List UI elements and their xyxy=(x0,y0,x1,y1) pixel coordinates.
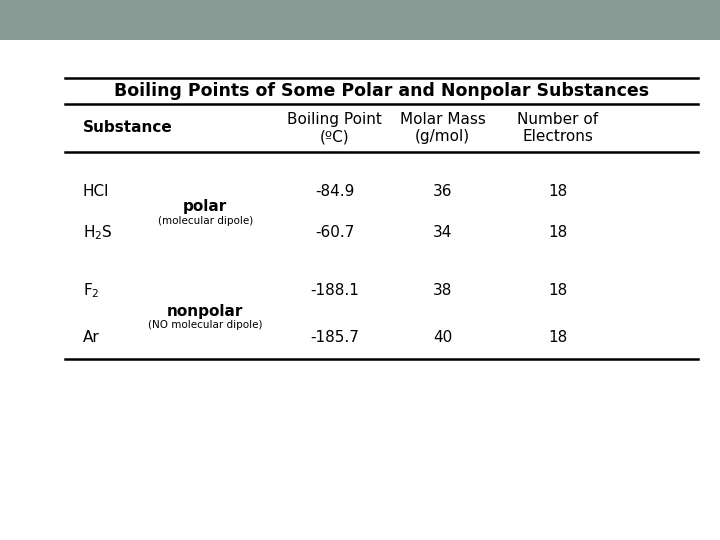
Text: 38: 38 xyxy=(433,283,452,298)
Text: 18: 18 xyxy=(549,184,567,199)
Text: 18: 18 xyxy=(549,225,567,240)
Text: HCl: HCl xyxy=(83,184,109,199)
Text: nonpolar: nonpolar xyxy=(167,303,243,319)
Text: F$_2$: F$_2$ xyxy=(83,281,99,300)
Text: Boiling Points of Some Polar and Nonpolar Substances: Boiling Points of Some Polar and Nonpola… xyxy=(114,82,649,100)
Text: -185.7: -185.7 xyxy=(310,330,359,345)
Text: -60.7: -60.7 xyxy=(315,225,354,240)
Text: (NO molecular dipole): (NO molecular dipole) xyxy=(148,320,263,330)
Text: polar: polar xyxy=(183,199,228,214)
Text: H$_2$S: H$_2$S xyxy=(83,223,112,241)
Text: 36: 36 xyxy=(433,184,453,199)
Text: 18: 18 xyxy=(549,283,567,298)
Text: 34: 34 xyxy=(433,225,452,240)
Text: Molar Mass
(g/mol): Molar Mass (g/mol) xyxy=(400,112,486,144)
Text: Ar: Ar xyxy=(83,330,99,345)
Text: Number of
Electrons: Number of Electrons xyxy=(518,112,598,144)
Text: Substance: Substance xyxy=(83,120,173,136)
Text: Boiling Point
(ºC): Boiling Point (ºC) xyxy=(287,112,382,144)
Text: -188.1: -188.1 xyxy=(310,283,359,298)
Text: 40: 40 xyxy=(433,330,452,345)
Text: -84.9: -84.9 xyxy=(315,184,354,199)
Text: (molecular dipole): (molecular dipole) xyxy=(158,217,253,226)
Text: 18: 18 xyxy=(549,330,567,345)
